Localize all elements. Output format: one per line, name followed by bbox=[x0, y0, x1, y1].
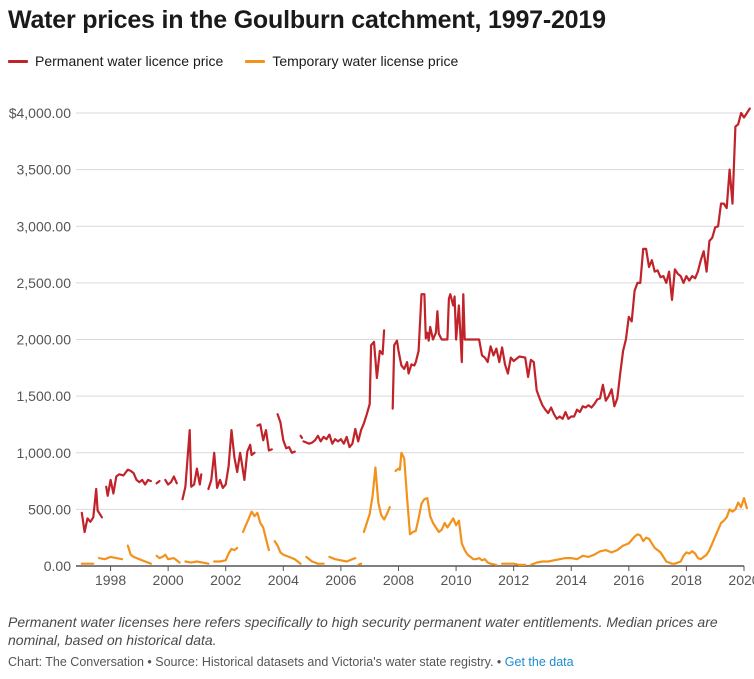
x-tick-label: 2008 bbox=[383, 572, 414, 588]
credits: Chart: The Conversation • Source: Histor… bbox=[8, 655, 574, 669]
temporary-series-line[interactable] bbox=[273, 539, 302, 565]
temporary-series-line[interactable] bbox=[305, 555, 325, 565]
series-lines bbox=[80, 107, 751, 567]
temporary-series-line[interactable] bbox=[357, 562, 363, 567]
permanent-series-line[interactable] bbox=[80, 487, 104, 534]
y-tick-label: 2,500.00 bbox=[17, 275, 72, 291]
temporary-series-line[interactable] bbox=[155, 553, 181, 564]
y-tick-label: 1,500.00 bbox=[17, 388, 72, 404]
y-tick-label: 2,000.00 bbox=[17, 332, 72, 348]
x-tick-label: 2018 bbox=[671, 572, 702, 588]
permanent-series-line[interactable] bbox=[256, 423, 273, 452]
x-axis-ticks: 1998 2000 2002 2004 2006 2008 2010 2012 2014 2016… bbox=[95, 566, 754, 588]
temporary-series-line[interactable] bbox=[241, 510, 270, 552]
x-tick-label: 2014 bbox=[556, 572, 587, 588]
x-tick-label: 2002 bbox=[210, 572, 241, 588]
footnote: Permanent water licenses here refers spe… bbox=[8, 614, 718, 648]
legend-label-temporary: Temporary water license price bbox=[272, 53, 459, 69]
permanent-series-line[interactable] bbox=[276, 413, 296, 454]
permanent-series-line[interactable] bbox=[302, 329, 386, 449]
legend-label-permanent: Permanent water licence price bbox=[35, 53, 224, 69]
permanent-series-line[interactable] bbox=[155, 480, 161, 485]
legend-item-temporary[interactable]: Temporary water license price bbox=[245, 53, 458, 69]
source-text: Chart: The Conversation • Source: Histor… bbox=[8, 655, 502, 669]
x-tick-label: 2020 bbox=[728, 572, 754, 588]
x-tick-label: 2004 bbox=[268, 572, 299, 588]
y-tick-label: $4,000.00 bbox=[9, 105, 71, 121]
x-tick-label: 2006 bbox=[325, 572, 356, 588]
x-tick-label: 2012 bbox=[498, 572, 529, 588]
y-tick-label: 3,000.00 bbox=[17, 218, 72, 234]
legend-swatch-temporary bbox=[245, 59, 266, 63]
temporary-series-line[interactable] bbox=[184, 560, 210, 565]
temporary-series-line[interactable] bbox=[501, 562, 527, 567]
get-the-data-link[interactable]: Get the data bbox=[504, 655, 574, 669]
permanent-series-line[interactable] bbox=[391, 107, 751, 420]
permanent-series-line[interactable] bbox=[299, 434, 304, 440]
y-tick-label: 0.00 bbox=[44, 558, 71, 574]
y-tick-label: 3,500.00 bbox=[17, 162, 72, 178]
x-tick-label: 2010 bbox=[440, 572, 471, 588]
y-axis-ticks: 0.00 500.00 1,000.00 1,500.00 2,000.00 2,500.… bbox=[9, 105, 72, 574]
permanent-series-line[interactable] bbox=[105, 468, 152, 497]
y-tick-label: 1,000.00 bbox=[17, 445, 72, 461]
permanent-series-line[interactable] bbox=[181, 429, 203, 501]
legend: Permanent water licence price Temporary … bbox=[8, 53, 480, 69]
legend-swatch-permanent bbox=[8, 59, 28, 63]
temporary-series-line[interactable] bbox=[362, 466, 391, 534]
line-chart: 0.00 500.00 1,000.00 1,500.00 2,000.00 2,500.… bbox=[9, 105, 754, 588]
chart-title: Water prices in the Goulburn catchment, … bbox=[8, 6, 606, 34]
temporary-series-line[interactable] bbox=[97, 555, 124, 561]
permanent-series-line[interactable] bbox=[207, 429, 256, 491]
permanent-series-line[interactable] bbox=[164, 475, 178, 486]
temporary-series-line[interactable] bbox=[394, 451, 498, 567]
temporary-series-line[interactable] bbox=[529, 497, 749, 567]
x-tick-label: 1998 bbox=[95, 572, 126, 588]
temporary-series-line[interactable] bbox=[213, 546, 239, 563]
x-tick-label: 2016 bbox=[613, 572, 644, 588]
legend-item-permanent[interactable]: Permanent water licence price bbox=[8, 53, 223, 69]
grid-lines bbox=[76, 112, 744, 567]
x-tick-label: 2000 bbox=[153, 572, 184, 588]
y-tick-label: 500.00 bbox=[28, 501, 71, 517]
temporary-series-line[interactable] bbox=[328, 555, 357, 563]
temporary-series-line[interactable] bbox=[126, 544, 152, 565]
